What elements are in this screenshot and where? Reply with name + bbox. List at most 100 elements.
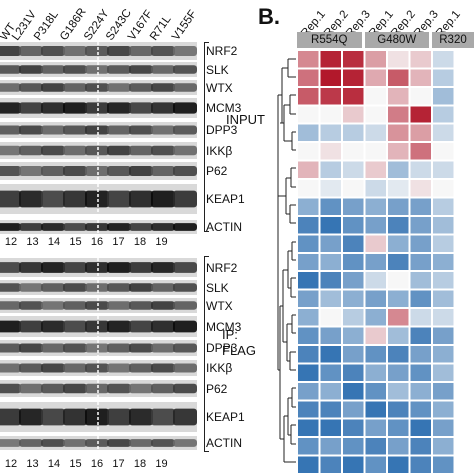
- heatmap-cell: [365, 216, 386, 234]
- heatmap-cell: [365, 235, 386, 252]
- heatmap-cell: [410, 180, 431, 197]
- heatmap-cell: [388, 345, 409, 363]
- input-bracket: [204, 42, 209, 232]
- heatmap-cell: [320, 401, 341, 418]
- input-label: INPUT: [226, 112, 265, 127]
- input-blot-strip: [0, 142, 197, 159]
- heatmap-cell: [320, 180, 341, 197]
- heatmap-cell: [320, 364, 341, 381]
- heatmap-cell: [320, 382, 341, 400]
- heatmap-cell: [365, 456, 386, 473]
- heatmap-cell: [298, 180, 319, 197]
- lane-number: 14: [47, 236, 61, 248]
- heatmap-cell: [298, 51, 319, 68]
- heatmap-cell: [365, 124, 386, 142]
- heatmap-cell: [343, 106, 364, 123]
- input-blot-strip: [0, 220, 197, 234]
- heatmap-cell: [410, 272, 431, 289]
- lane-number: 17: [112, 236, 125, 248]
- heatmap-cell: [410, 327, 431, 344]
- heatmap-cell: [320, 456, 341, 473]
- heatmap-cell: [388, 309, 409, 326]
- input-protein-label: DPP3: [206, 123, 238, 137]
- ip-protein-label: WTX: [206, 298, 233, 313]
- heatmap-cell: [410, 309, 431, 326]
- heatmap-cell: [388, 124, 409, 142]
- heatmap-cell: [433, 106, 454, 123]
- heatmap-cell: [343, 327, 364, 344]
- heatmap-cell: [343, 235, 364, 252]
- heatmap-cell: [320, 309, 341, 326]
- heatmap-cell: [365, 106, 386, 123]
- heatmap-cell: [343, 216, 364, 234]
- heatmap-cell: [410, 216, 431, 234]
- ip-blot-strip: [0, 380, 197, 397]
- heatmap-cell: [433, 143, 454, 160]
- heatmap-cell: [410, 198, 431, 215]
- heatmap-cell: [365, 51, 386, 68]
- heatmap-cell: [433, 69, 454, 86]
- heatmap-cell: [298, 456, 319, 473]
- heatmap-cell: [410, 290, 431, 308]
- heatmap-cell: [365, 253, 386, 271]
- input-protein-label: IKKβ: [206, 143, 233, 158]
- lane-number: 16: [90, 236, 104, 248]
- heatmap-cell: [320, 253, 341, 271]
- heatmap-cell: [365, 161, 386, 179]
- heatmap-cell: [365, 272, 386, 289]
- ip-protein-label: SLK: [206, 280, 229, 295]
- heatmap-cell: [298, 364, 319, 381]
- heatmap-cell: [343, 253, 364, 271]
- heatmap-cell: [410, 364, 431, 381]
- heatmap-cell: [433, 87, 454, 105]
- lane-number: 18: [133, 458, 147, 470]
- input-blot-strip: [0, 162, 197, 180]
- panel-letter-b: B.: [258, 4, 280, 29]
- heatmap-cell: [388, 327, 409, 344]
- heatmap-cell: [343, 456, 364, 473]
- heatmap-cell: [343, 51, 364, 68]
- heatmap-cell: [343, 198, 364, 215]
- heatmap-cell: [410, 106, 431, 123]
- heatmap-cell: [298, 438, 319, 455]
- heatmap-cell: [433, 438, 454, 455]
- heatmap-cell: [388, 87, 409, 105]
- heatmap-cell: [343, 143, 364, 160]
- heatmap-cell: [433, 253, 454, 271]
- heatmap-cell: [410, 143, 431, 160]
- heatmap-cell: [320, 327, 341, 344]
- heatmap-cell: [298, 106, 319, 123]
- heatmap-cell: [343, 180, 364, 197]
- heatmap-cell: [320, 143, 341, 160]
- lane-number: 15: [69, 458, 82, 470]
- lane-number: 19: [155, 458, 168, 470]
- heatmap-cell: [343, 69, 364, 86]
- lane-number: 14: [47, 458, 61, 470]
- lane-number: 12: [4, 236, 18, 248]
- heatmap-cell: [410, 438, 431, 455]
- heatmap-cell: [298, 290, 319, 308]
- heatmap-cell: [298, 345, 319, 363]
- input-protein-label: NRF2: [206, 44, 238, 58]
- heatmap-cell: [365, 345, 386, 363]
- heatmap-cell: [365, 401, 386, 418]
- heatmap-cell: [320, 124, 341, 142]
- heatmap-cell: [433, 198, 454, 215]
- heatmap-cell: [433, 161, 454, 179]
- heatmap-cell: [388, 198, 409, 215]
- ip-protein-label: NRF2: [206, 260, 238, 275]
- heatmap-cell: [388, 456, 409, 473]
- heatmap-cell: [365, 87, 386, 105]
- heatmap-cell: [320, 235, 341, 252]
- row-dendrogram: [277, 58, 296, 463]
- ip-blot-strip: [0, 436, 197, 450]
- heatmap-cell: [298, 327, 319, 344]
- heatmap-cell: [343, 382, 364, 400]
- heatmap-cell: [410, 235, 431, 252]
- lane-number: 19: [155, 236, 168, 248]
- heatmap-cell: [410, 124, 431, 142]
- heatmap-cell: [298, 309, 319, 326]
- heatmap-cell: [410, 456, 431, 473]
- heatmap-cell: [343, 124, 364, 142]
- heatmap-cell: [365, 382, 386, 400]
